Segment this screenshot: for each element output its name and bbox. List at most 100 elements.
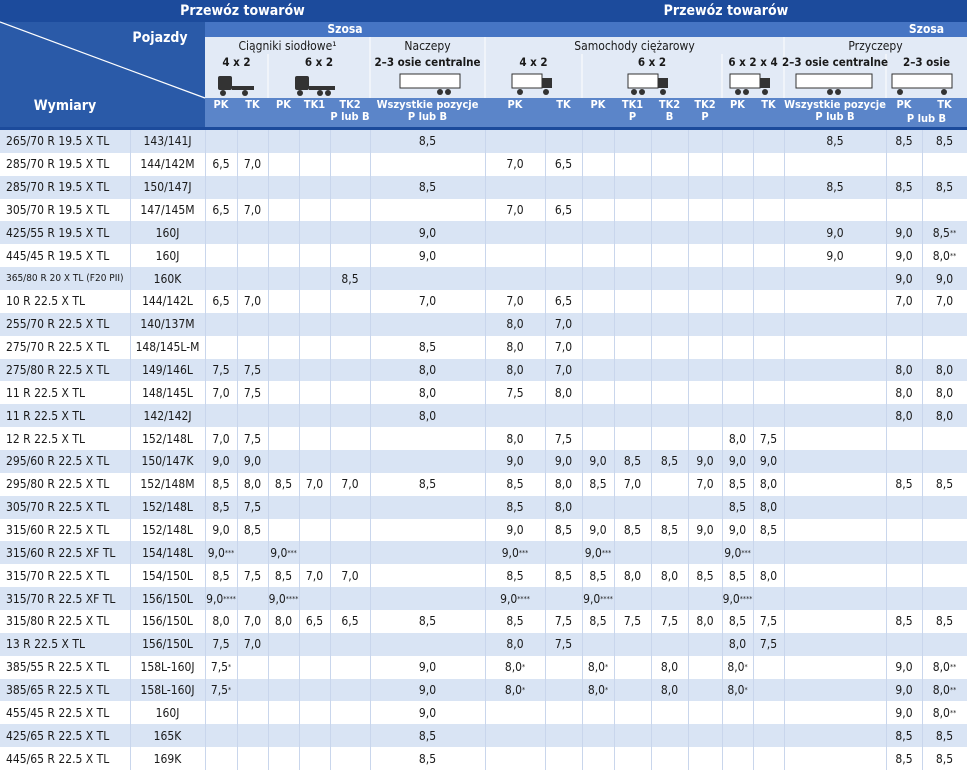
pressure: 8,5: [895, 728, 913, 743]
pressure: 6,5: [554, 157, 573, 172]
load-speed-index: 160J: [155, 705, 180, 720]
column-header: TK1 P: [614, 99, 651, 127]
pressure: 9,0: [506, 454, 524, 469]
load-speed-index: 158L-160J: [140, 660, 195, 675]
pressure: 9,0 ****: [583, 591, 613, 606]
row-background: [0, 495, 967, 519]
pressure: 8,5: [418, 180, 437, 195]
vehicles-label: Pojazdy: [132, 30, 188, 46]
tyre-size: 425/55 R 19.5 X TL: [6, 225, 110, 240]
pressure: 8,0: [243, 477, 262, 492]
pressure: 7,5: [243, 385, 262, 400]
load-speed-index: 147/145M: [140, 202, 195, 217]
pressure: 6,5: [554, 294, 573, 309]
pressure: 9,0: [589, 522, 607, 537]
column-header-line: TK2: [339, 98, 361, 111]
pressure: 8,0 *: [727, 660, 748, 675]
column-separator: [784, 130, 785, 770]
column-header: PK: [722, 99, 753, 127]
section-title: Przewóz towarów: [663, 3, 789, 19]
pressure: 7,0: [341, 568, 359, 583]
row-background: [0, 358, 967, 382]
tyre-size: 315/70 R 22.5 XF TL: [6, 591, 116, 606]
pressure: 7,0: [243, 637, 262, 652]
pressure: 7,0: [506, 202, 524, 217]
column-header: PK: [485, 99, 545, 127]
axle-config: 4 x 2: [519, 55, 548, 69]
load-speed-index: 156/150L: [142, 591, 193, 606]
column-separator: [922, 130, 923, 770]
pressure: 7,0: [554, 362, 573, 377]
row-background: [0, 701, 967, 725]
pressure: 9,0: [895, 225, 913, 240]
pressure: 8,0: [274, 614, 293, 629]
column-header: TK1: [299, 99, 330, 127]
column-header: Wszystkie pozycje P lub B: [784, 99, 886, 127]
tyre-size: 12 R 22.5 X TL: [6, 431, 85, 446]
load-speed-index: 150/147J: [143, 180, 192, 195]
pressure: 9,0: [895, 682, 913, 697]
pressure: 8,5: [212, 568, 230, 583]
row-background: [0, 175, 967, 199]
pressure: 9,0: [696, 454, 714, 469]
pressure: 8,0: [728, 637, 747, 652]
pressure: 8,0: [935, 385, 954, 400]
pressure: 8,5: [895, 477, 913, 492]
pressure: 9,0: [826, 248, 844, 263]
pressure: 9,0 ***: [584, 545, 612, 560]
tyre-size: 315/80 R 22.5 X TL: [6, 614, 110, 629]
pressure: 7,0: [243, 294, 262, 309]
pressure: 8,5: [895, 180, 913, 195]
load-speed-index: 160J: [155, 225, 180, 240]
pressure: 7,0: [212, 385, 230, 400]
column-header-line: TK1: [303, 98, 326, 111]
tyre-size: 445/65 R 22.5 X TL: [6, 751, 110, 766]
tyre-size: 255/70 R 22.5 X TL: [6, 317, 110, 332]
pressure: 8,0: [418, 408, 437, 423]
pressure: 8,0: [660, 682, 679, 697]
pressure: 8,5: [935, 614, 954, 629]
column-header: PK: [886, 99, 922, 127]
pressure: 8,5: [243, 522, 262, 537]
pressure: 8,5: [212, 477, 230, 492]
pressure: 8,5: [660, 454, 679, 469]
row-background: [0, 655, 967, 679]
tyre-size: 445/45 R 19.5 X TL: [6, 248, 110, 263]
row-background: [0, 518, 967, 542]
column-header-line: P: [701, 110, 709, 123]
load-speed-index: 150/147K: [141, 454, 194, 469]
load-speed-index: 156/150L: [142, 637, 193, 652]
pressure: 8,5: [935, 134, 954, 149]
pressure: 7,5: [759, 431, 778, 446]
pressure: 7,5: [759, 637, 778, 652]
column-header-line: PK: [276, 98, 291, 111]
vehicle-group: Ciągniki siodłowe¹: [238, 38, 337, 53]
load-speed-index: 152/148L: [142, 522, 193, 537]
column-header: TK2 B: [651, 99, 688, 127]
pressure: 8,0 **: [932, 660, 957, 675]
pressure: 9,0: [243, 454, 262, 469]
pressure: 7,0: [554, 340, 573, 355]
pressure: 9,0: [696, 522, 714, 537]
pressure: 8,0: [506, 317, 524, 332]
column-separator: [614, 130, 615, 770]
pressure: 8,5: [554, 522, 573, 537]
tyre-size: 285/70 R 19.5 X TL: [6, 180, 110, 195]
row-background: [0, 724, 967, 748]
pressure: 7,0: [305, 568, 324, 583]
pressure: 9,0 ***: [270, 545, 297, 560]
pressure: 7,5: [554, 431, 573, 446]
row-background: [0, 221, 967, 245]
column-header-line: P lub B: [330, 110, 370, 123]
pressure: 8,5: [274, 568, 293, 583]
pressure: 9,0: [418, 705, 437, 720]
row-background: [0, 152, 967, 176]
row-background: [0, 130, 967, 153]
pressure: 7,5: [554, 637, 573, 652]
pressure: 6,5: [212, 157, 230, 172]
pressure: 9,0 ****: [500, 591, 530, 606]
vehicle-group: Przyczepy: [848, 38, 903, 53]
pressure: 8,5 **: [932, 225, 957, 240]
pressure: 7,5: [506, 385, 524, 400]
row-background: [0, 541, 967, 565]
